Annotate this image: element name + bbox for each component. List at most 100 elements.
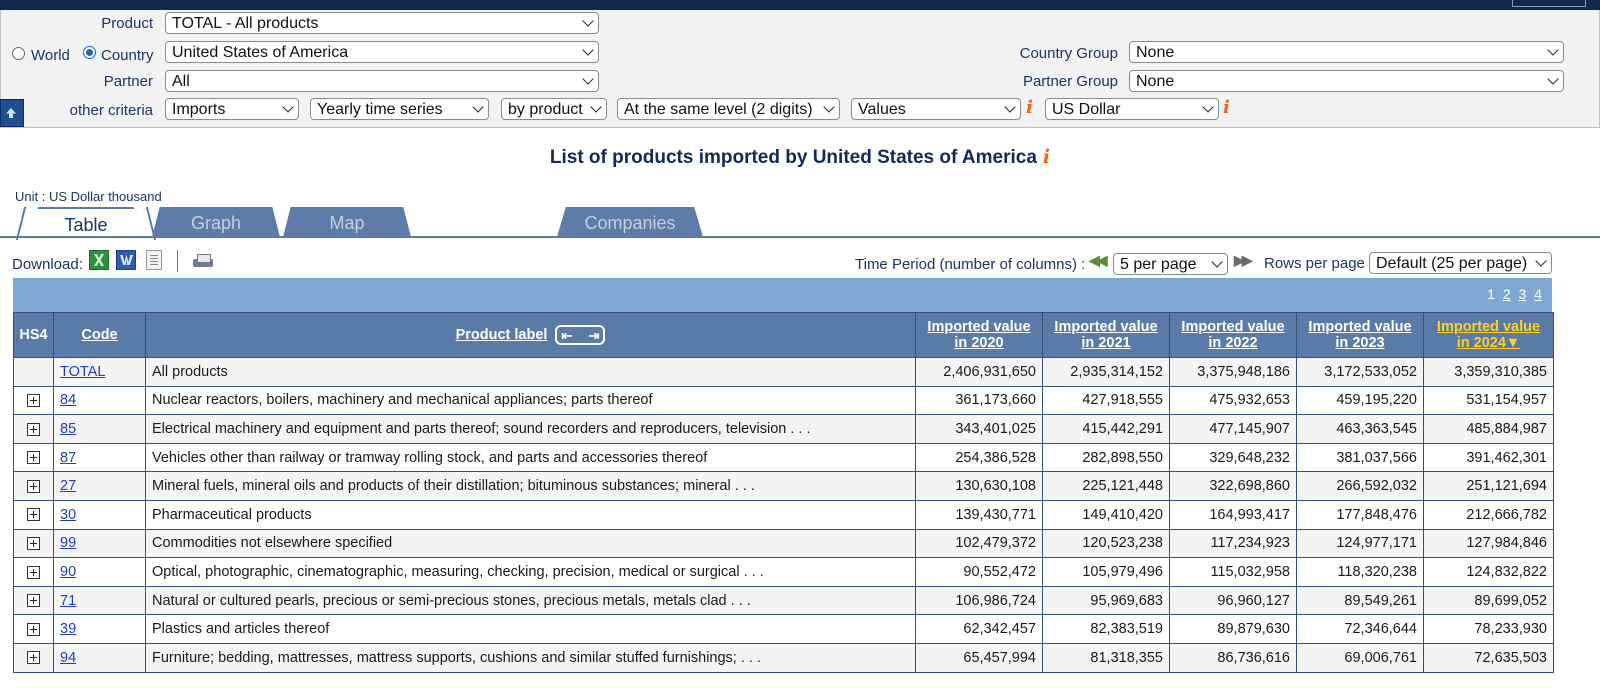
tab-map[interactable]: Map: [283, 207, 411, 237]
indicator-select[interactable]: Values: [851, 98, 1021, 120]
year-header-line1: Imported value: [1436, 319, 1541, 335]
imports-table: HS4 Code Product label ⇤ ⇥ Imported value i…: [13, 312, 1554, 673]
table-row: 99 Commodities not elsewhere specified 102…: [13, 528, 1554, 559]
arrow-right-icon[interactable]: ▶▶: [1234, 252, 1252, 268]
country-radio[interactable]: [83, 46, 96, 59]
page-title: List of products imported by United Stat…: [0, 146, 1600, 169]
world-radio[interactable]: [12, 47, 25, 60]
value-cell: 322,698,860: [1169, 471, 1297, 501]
product-label-cell: Commodities not elsewhere specified: [145, 528, 916, 559]
time-period-select[interactable]: 5 per page: [1113, 253, 1228, 275]
year-2022-header[interactable]: Imported value in 2022: [1169, 312, 1297, 358]
expand-plus-icon[interactable]: [27, 537, 40, 551]
value-cell: 164,993,417: [1169, 499, 1297, 530]
product-level-select[interactable]: At the same level (2 digits): [617, 98, 840, 120]
product-label-cell: Vehicles other than railway or tramway r…: [145, 442, 916, 473]
page-2-link[interactable]: 2: [1502, 286, 1511, 302]
expand-plus-icon[interactable]: [27, 651, 40, 665]
product-code-link[interactable]: 87: [60, 449, 77, 466]
rows-per-page-select[interactable]: Default (25 per page): [1369, 252, 1552, 274]
expand-plus-icon[interactable]: [27, 451, 40, 465]
product-code-link[interactable]: 85: [60, 420, 77, 437]
pagination-bar: 1 2 3 4: [13, 278, 1552, 312]
page-4-link[interactable]: 4: [1534, 286, 1542, 302]
tab-companies[interactable]: Companies: [557, 207, 703, 237]
collapse-criteria-icon[interactable]: [0, 99, 24, 127]
product-select-value: TOTAL - All products: [172, 15, 319, 32]
product-code-link[interactable]: 71: [60, 592, 77, 609]
product-code-link[interactable]: 39: [60, 621, 77, 638]
indicator-info-icon[interactable]: i: [1026, 97, 1033, 118]
value-cell: 69,006,761: [1296, 642, 1424, 673]
expand-plus-icon[interactable]: [27, 594, 40, 608]
time-series-select[interactable]: Yearly time series: [310, 98, 489, 120]
trade-flow-select[interactable]: Imports: [165, 98, 299, 120]
product-code-link[interactable]: 99: [60, 535, 77, 552]
table-row: 85 Electrical machinery and equipment and…: [13, 414, 1554, 444]
country-select[interactable]: United States of America: [165, 41, 599, 63]
pagination: 1 2 3 4: [1483, 286, 1542, 302]
product-code-link[interactable]: 90: [60, 563, 77, 580]
chevron-down-icon: [282, 101, 294, 113]
product-select[interactable]: TOTAL - All products: [165, 12, 599, 34]
expand-plus-icon[interactable]: [27, 394, 40, 408]
country-group-label: Country Group: [1019, 45, 1118, 62]
expand-plus-icon[interactable]: [27, 622, 40, 636]
partner-select[interactable]: All: [165, 70, 599, 92]
year-2023-header[interactable]: Imported value in 2023: [1296, 312, 1424, 358]
value-cell: 130,630,108: [915, 471, 1043, 501]
currency-info-icon[interactable]: i: [1223, 97, 1230, 118]
value-cell: 82,383,519: [1042, 614, 1170, 644]
product-code-link[interactable]: 30: [60, 506, 77, 523]
product-label-header[interactable]: Product label ⇤ ⇥: [145, 312, 916, 358]
text-file-icon[interactable]: [146, 250, 162, 270]
product-label-header-link[interactable]: Product label: [455, 326, 548, 343]
partner-group-select[interactable]: None: [1129, 70, 1564, 92]
product-code-link[interactable]: 84: [60, 392, 77, 409]
value-cell: 531,154,957: [1423, 385, 1554, 416]
product-code-link[interactable]: 27: [60, 478, 77, 495]
tab-graph[interactable]: Graph: [152, 207, 280, 237]
arrow-left-icon[interactable]: ◀◀: [1089, 252, 1107, 268]
value-cell: 62,342,457: [915, 614, 1043, 644]
table-row: 30 Pharmaceutical products 139,430,771 149,…: [13, 499, 1554, 530]
partner-group-label: Partner Group: [1022, 73, 1118, 90]
column-resize-icon[interactable]: ⇤ ⇥: [555, 325, 606, 345]
word-icon[interactable]: [116, 250, 136, 270]
year-2020-header[interactable]: Imported value in 2020: [915, 312, 1043, 358]
table-row: 94 Furniture; bedding, mattresses, mattre…: [13, 642, 1554, 673]
value-cell: 391,462,301: [1423, 442, 1554, 473]
printer-icon[interactable]: [192, 253, 214, 269]
currency-select[interactable]: US Dollar: [1045, 98, 1219, 120]
tab-table[interactable]: Table: [28, 207, 144, 239]
expand-cell: [13, 499, 54, 530]
chevron-down-icon: [823, 101, 835, 113]
criteria-panel: Product TOTAL - All products World Count…: [0, 10, 1600, 128]
code-header[interactable]: Code: [53, 312, 146, 358]
by-product-select[interactable]: by product: [501, 98, 607, 120]
expand-plus-icon[interactable]: [27, 479, 40, 493]
expand-plus-icon[interactable]: [27, 565, 40, 579]
year-2024-header[interactable]: Imported value in 2024▼: [1423, 312, 1554, 358]
excel-icon[interactable]: [89, 250, 109, 270]
table-row: TOTAL All products 2,406,931,650 2,935,314,…: [13, 357, 1554, 387]
product-label-cell: Electrical machinery and equipment and p…: [145, 414, 916, 444]
product-code-link[interactable]: TOTAL: [60, 363, 106, 380]
title-info-icon[interactable]: i: [1042, 146, 1051, 168]
year-header-line2: in 2021: [1081, 335, 1131, 351]
code-header-link[interactable]: Code: [81, 327, 118, 343]
expand-cell: [13, 414, 54, 444]
table-row: 27 Mineral fuels, mineral oils and produc…: [13, 471, 1554, 501]
expand-plus-icon[interactable]: [27, 422, 40, 436]
value-cell: 361,173,660: [915, 385, 1043, 416]
header-corner-box: [1512, 0, 1586, 7]
value-cell: 225,121,448: [1042, 471, 1170, 501]
expand-plus-icon[interactable]: [27, 508, 40, 522]
year-2021-header[interactable]: Imported value in 2021: [1042, 312, 1170, 358]
value-cell: 72,635,503: [1423, 642, 1554, 673]
code-cell: 87: [53, 442, 146, 473]
country-group-select[interactable]: None: [1129, 41, 1564, 63]
page-3-link[interactable]: 3: [1518, 286, 1527, 302]
product-code-link[interactable]: 94: [60, 649, 77, 666]
value-cell: 102,479,372: [915, 528, 1043, 559]
